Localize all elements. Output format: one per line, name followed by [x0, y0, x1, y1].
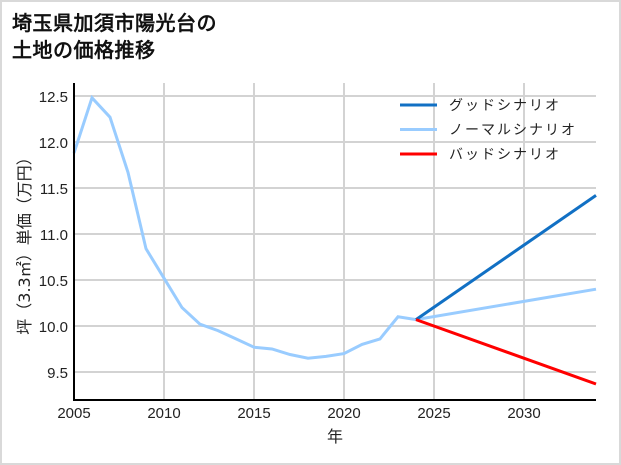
y-axis-ticks: 9.5 10.0 10.5 11.0 11.5 12.0 12.5 [39, 89, 68, 382]
y-tick-label: 11.5 [40, 181, 68, 198]
y-tick-label: 12.0 [39, 135, 68, 152]
series-line-1 [72, 94, 597, 360]
y-tick-label: 10.0 [39, 319, 68, 336]
y-axis-label: 坪（3.3㎡）単価（万円） [15, 149, 34, 334]
y-tick-label: 9.5 [47, 365, 68, 382]
x-axis-ticks: 2005 2010 2015 2020 2025 2030 [57, 405, 540, 422]
y-tick-label: 10.5 [39, 273, 68, 290]
x-axis-label: 年 [327, 427, 343, 446]
legend-label: グッドシナリオ [449, 98, 561, 114]
series-line-0 [415, 194, 597, 321]
x-tick-label: 2015 [237, 405, 270, 422]
x-tick-label: 2030 [507, 405, 540, 422]
chart-title-line2: 土地の価格推移 [12, 38, 156, 62]
y-tick-label: 11.0 [40, 227, 68, 244]
x-tick-label: 2010 [147, 405, 180, 422]
data-series [72, 94, 597, 386]
x-tick-label: 2005 [57, 405, 90, 422]
y-tick-label: 12.5 [39, 89, 68, 106]
chart-title: 埼玉県加須市陽光台の 土地の価格推移 [12, 10, 217, 64]
x-tick-label: 2025 [417, 405, 450, 422]
chart-title-line1: 埼玉県加須市陽光台の [12, 11, 217, 35]
legend-label: バッドシナリオ [449, 147, 561, 163]
gridlines [74, 83, 596, 400]
x-tick-label: 2020 [327, 405, 360, 422]
series-line-2 [415, 318, 597, 386]
axes [73, 83, 596, 401]
legend-label: ノーマルシナリオ [449, 123, 577, 139]
